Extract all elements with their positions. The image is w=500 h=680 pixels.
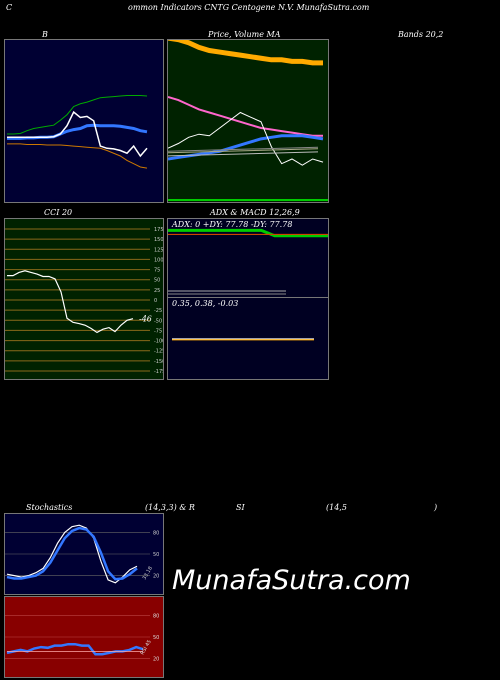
stoch-label-c: SI bbox=[236, 503, 245, 512]
cci-tick-label-8: -25 bbox=[154, 308, 162, 314]
stoch-label-b: (14,3,3) & R bbox=[145, 503, 195, 512]
macd-panel: 0.35, 0.38, -0.03 bbox=[167, 297, 329, 380]
cci-line bbox=[7, 270, 134, 334]
macd-chart bbox=[168, 298, 328, 379]
cci-chart: 175 150 125 100 75 50 25 0 -25 -50 -75 -100 -125 -150… bbox=[5, 219, 163, 379]
cci-tick-label-10: -75 bbox=[154, 328, 162, 334]
price-ma-label: Price, Volume MA bbox=[208, 30, 281, 39]
bb-label: B bbox=[42, 30, 48, 39]
stoch-tick-label-0: 80 bbox=[153, 530, 159, 536]
pm-ref-line-0 bbox=[168, 146, 319, 152]
pm-ma_pink-line bbox=[168, 96, 323, 137]
rsi-tick-label-2: 20 bbox=[153, 657, 159, 663]
adx-line-0 bbox=[168, 228, 328, 238]
adx-chart bbox=[168, 219, 328, 297]
cci-tick-label-2: 125 bbox=[154, 247, 163, 253]
cci-tick-label-13: -150 bbox=[154, 359, 163, 365]
pm-ref-line-2 bbox=[168, 151, 319, 157]
pm-price-line bbox=[168, 111, 324, 166]
bb-upper-line bbox=[7, 95, 148, 135]
stoch-tick-label-1: 50 bbox=[153, 552, 159, 558]
corner-mark: C bbox=[6, 3, 13, 12]
adx-legend: ADX: 0 +DY: 77.78 -DY: 77.78 bbox=[172, 220, 293, 229]
price-ma-chart bbox=[168, 40, 328, 202]
panel-background bbox=[168, 40, 328, 202]
cci-tick-label-0: 175 bbox=[154, 227, 163, 233]
stochastics-panel: 80 50 20 33.18 bbox=[4, 513, 164, 595]
cci-label: CCI 20 bbox=[44, 208, 73, 217]
adx-panel: ADX: 0 +DY: 77.78 -DY: 77.78 bbox=[167, 218, 329, 298]
stoch-label-a: Stochastics bbox=[26, 503, 73, 512]
bb-price-line bbox=[7, 110, 148, 158]
cci-tick-label-14: -175 bbox=[154, 369, 163, 375]
price-ma-panel bbox=[167, 39, 329, 203]
cci-tick-label-1: 150 bbox=[154, 237, 163, 243]
cci-tick-label-12: -125 bbox=[154, 349, 163, 355]
panel-background bbox=[5, 40, 163, 202]
page-title: ommon Indicators CNTG Centogene N.V. Mun… bbox=[128, 3, 370, 12]
cci-tick-label-5: 50 bbox=[154, 278, 160, 284]
cci-tick-label-3: 100 bbox=[154, 257, 163, 263]
stoch-K-line bbox=[6, 524, 138, 584]
stoch-D-line bbox=[6, 526, 138, 581]
cci-tick-label-6: 25 bbox=[154, 288, 160, 294]
stoch-tick-label-2: 20 bbox=[153, 574, 159, 580]
pm-top-line bbox=[168, 40, 323, 66]
cci-last-value: -46 bbox=[139, 315, 152, 324]
watermark: MunafaSutra.com bbox=[172, 565, 411, 596]
bands-label: Bands 20,2 bbox=[398, 30, 444, 39]
panel-background bbox=[168, 219, 328, 297]
rsi-tick-label-0: 80 bbox=[153, 613, 159, 619]
panel-background bbox=[5, 219, 163, 379]
rsi-panel: 80 50 20 RSI 45 bbox=[4, 596, 164, 678]
stoch-label-e: ) bbox=[434, 503, 438, 512]
cci-tick-label-7: 0 bbox=[154, 298, 157, 304]
macd-legend: 0.35, 0.38, -0.03 bbox=[172, 299, 239, 308]
cci-tick-label-11: -100 bbox=[154, 339, 163, 345]
adx-macd-label: ADX & MACD 12,26,9 bbox=[210, 208, 300, 217]
pm-ref-line-1 bbox=[168, 148, 319, 154]
cci-panel: 175 150 125 100 75 50 25 0 -25 -50 -75 -100 -125 -150… bbox=[4, 218, 164, 380]
rsi-tick-label-1: 50 bbox=[153, 635, 159, 641]
bb-lower-line bbox=[7, 143, 148, 169]
bollinger-panel bbox=[4, 39, 164, 203]
stoch-label-d: (14,5 bbox=[326, 503, 347, 512]
bollinger-chart bbox=[5, 40, 163, 202]
cci-tick-label-4: 75 bbox=[154, 268, 160, 274]
cci-tick-label-9: -50 bbox=[154, 318, 162, 324]
